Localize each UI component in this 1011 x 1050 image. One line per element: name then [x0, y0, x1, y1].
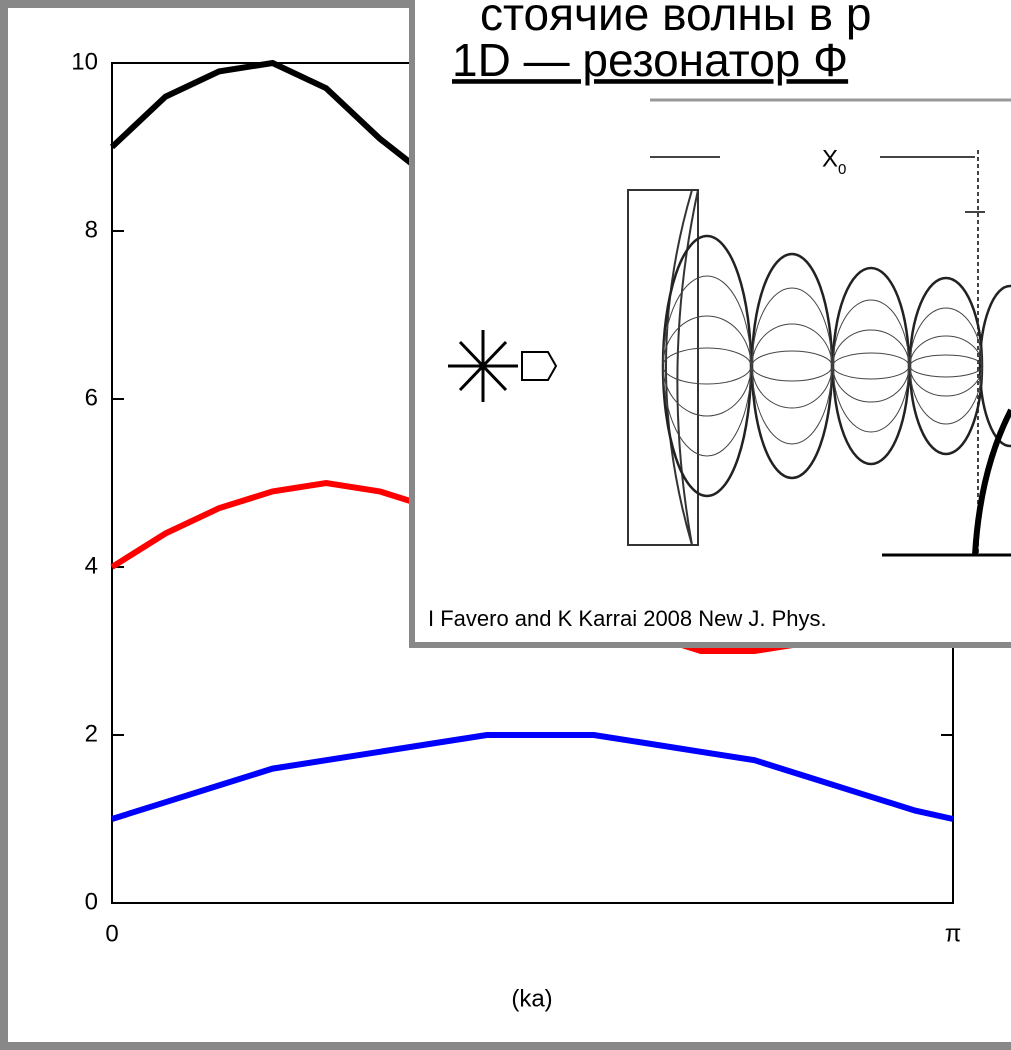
y-tick-label: 0	[85, 888, 98, 915]
y-tick-label: 4	[85, 552, 98, 579]
inset: стоячие волны в р 1D — резонатор Ф	[412, 0, 1011, 645]
y-tick-label: 2	[85, 720, 98, 747]
y-tick-label: 10	[71, 48, 98, 75]
inset-caption: I Favero and K Karrai 2008 New J. Phys.	[428, 606, 827, 631]
x-tick-label: 0	[105, 920, 118, 947]
inset-label: X	[822, 145, 838, 172]
y-tick-label: 8	[85, 216, 98, 243]
inset-label: 0	[838, 161, 846, 178]
y-tick-label: 6	[85, 384, 98, 411]
inset-frame	[412, 0, 1011, 645]
page: 0 2 4 6 8 10 0 π (ka) стоячие волны в р 1D — ре…	[0, 0, 1011, 1050]
chart: 0 2 4 6 8 10 0 π (ka) стоячие волны в р 1D — ре…	[0, 0, 1011, 1050]
x-axis-label: (ka)	[511, 985, 552, 1012]
x-tick-label: π	[945, 920, 962, 947]
inset-title: 1D — резонатор Ф	[452, 34, 848, 86]
